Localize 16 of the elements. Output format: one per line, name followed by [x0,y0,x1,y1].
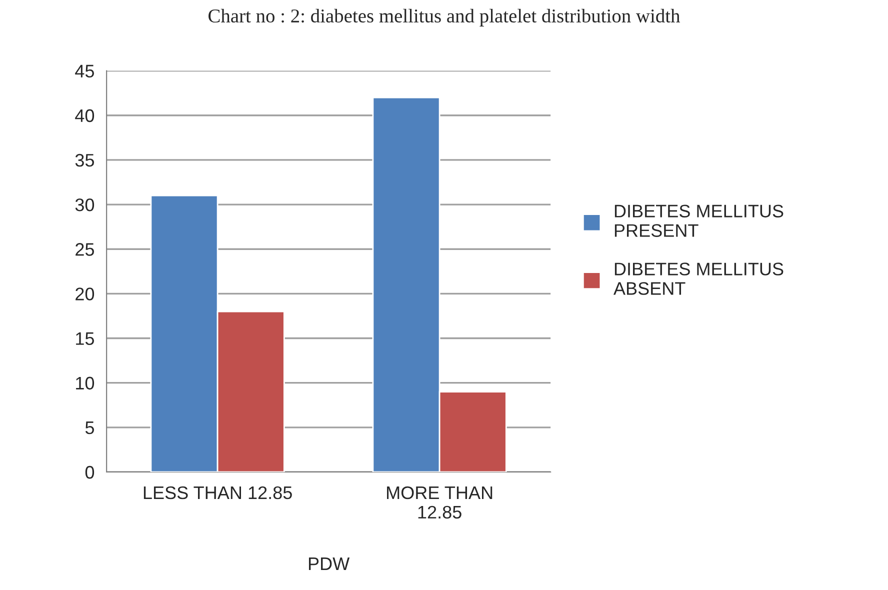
y-tick-label: 45 [75,64,94,78]
legend-label: DIBETES MELLITUS ABSENT [613,262,784,295]
y-tick-label: 25 [76,243,94,256]
y-tick-label: 20 [76,288,94,300]
y-tick-label: 15 [76,332,94,345]
y-tick-label: 10 [76,376,94,390]
legend-label: DIBETES MELLITUS PRESENT [614,204,784,237]
y-tick-label: 40 [75,109,94,122]
y-tick-label: 35 [75,154,94,167]
y-tick-label: 5 [85,422,94,434]
y-tick-label: 0 [85,466,94,479]
x-tick-label: MORE THAN 12.85 [387,486,492,519]
x-tick-label: LESS THAN 12.85 [144,486,292,500]
y-tick-label: 30 [75,198,94,212]
chart-title: Chart no : 2: diabetes mellitus and platelet distribution width [208,8,680,26]
x-axis-title: PDW [308,558,350,570]
